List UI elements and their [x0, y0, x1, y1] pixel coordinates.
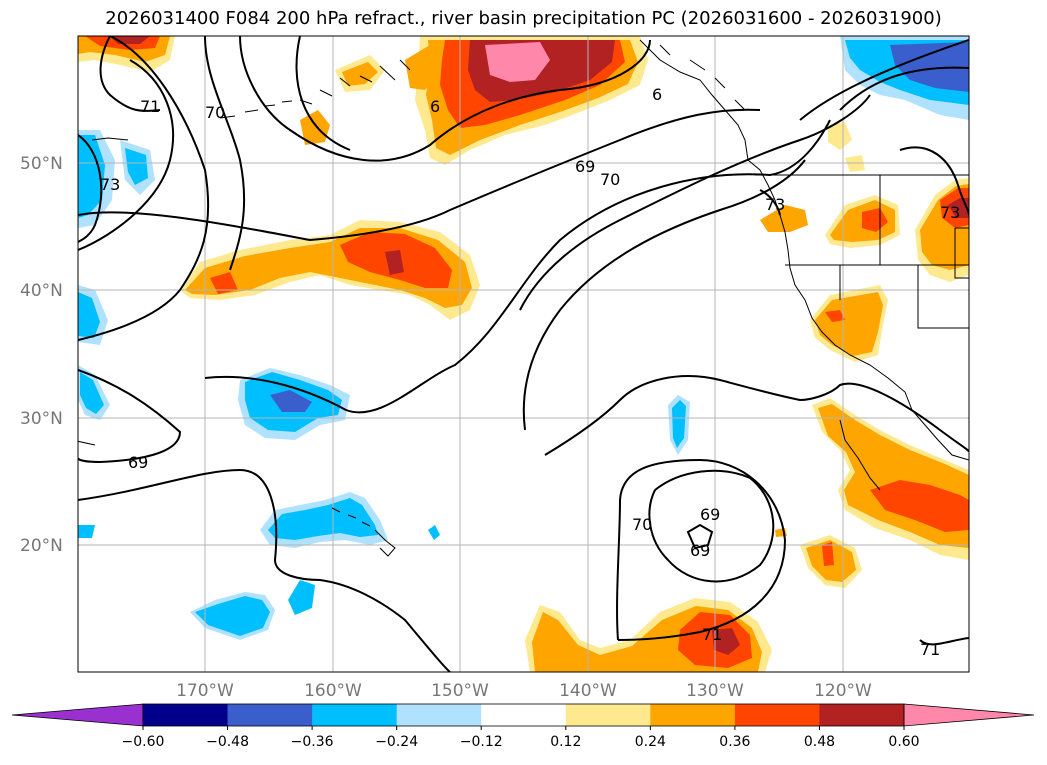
contour-label: 69 [690, 541, 710, 560]
fill-aleut-small [300, 110, 330, 145]
contour-label: 71 [140, 97, 160, 116]
fill-left-blue-40n-b [78, 292, 100, 338]
contour-label: 70 [600, 170, 620, 189]
fill-ca-coast-mid [815, 292, 883, 356]
lon-label: 130°W [686, 681, 744, 701]
colorbar-bin [312, 704, 398, 726]
fill-bc-coast [760, 205, 808, 232]
fill-blue-20n-small [428, 525, 440, 540]
colorbar-tick-label: 0.12 [550, 734, 581, 750]
colorbar-bin [819, 704, 905, 726]
fill-blue-32n-dark [270, 390, 312, 412]
lat-label: 50°N [20, 154, 63, 174]
colorbar-bin [143, 704, 229, 726]
contour-label: 69 [575, 157, 595, 176]
contour-label: 69 [128, 453, 148, 472]
fill-left-blue2b [125, 148, 148, 185]
colorbar-bin [650, 704, 736, 726]
colorbar: −0.60 −0.48 −0.36 −0.24 −0.12 0.12 0.24 0.36 0.4… [11, 703, 1035, 750]
contour-label: 71 [702, 625, 722, 644]
map-title: 2026031400 F084 200 hPa refract., river … [105, 8, 942, 29]
colorbar-border [142, 703, 905, 727]
contour-label: 70 [632, 515, 652, 534]
colorbar-bin [396, 704, 482, 726]
colorbar-bin [481, 704, 567, 726]
contour-label: 6 [652, 85, 662, 104]
lon-label: 120°W [814, 681, 872, 701]
fill-mexico-orange-strong [870, 480, 969, 532]
fill-mexico-small-strong [822, 542, 834, 566]
lat-label: 30°N [20, 409, 63, 429]
contour-label: 6 [430, 97, 440, 116]
contour-label: 73 [765, 195, 785, 214]
lat-labels: 50°N 40°N 30°N 20°N [20, 154, 63, 556]
colorbar-tick-label: −0.36 [291, 734, 334, 750]
refractivity-contours [78, 36, 969, 672]
colorbar-extend-min [11, 703, 144, 727]
gridlines [78, 36, 969, 672]
fill-left-blue-mid [78, 135, 105, 218]
fill-blue-21n-small [78, 525, 95, 538]
colorbar-extend-max [903, 703, 1035, 727]
colorbar-tick-label: −0.48 [206, 734, 249, 750]
coastlines [78, 39, 969, 557]
colorbar-bin [565, 704, 651, 726]
map-border [77, 35, 970, 673]
fill-gulf-alaska-max [485, 42, 550, 82]
fill-yellow-patches [828, 122, 852, 150]
fill-aleut-small3 [405, 45, 440, 90]
colorbar-bin [734, 704, 820, 726]
fill-blue-16n [288, 580, 315, 615]
fill-hawaii-blue-mid [268, 498, 378, 540]
contour-label: 73 [940, 203, 960, 222]
lon-labels: 170°W 160°W 150°W 140°W 130°W 120°W [176, 681, 872, 701]
colorbar-tick-label: 0.36 [719, 734, 750, 750]
fill-nevada-strong [862, 208, 888, 232]
fill-bottom-orange-dark [712, 628, 740, 655]
contour-label: 70 [205, 103, 225, 122]
colorbar-bin [227, 704, 313, 726]
colorbar-tick-label: −0.24 [375, 734, 418, 750]
precip-fills [78, 36, 969, 672]
contour-label: 71 [920, 640, 940, 659]
fill-mid-pacific-dark [385, 250, 404, 275]
fill-ca-coast-strong [825, 310, 845, 322]
fill-blue-15n-mid [195, 596, 270, 636]
lat-label: 20°N [20, 536, 63, 556]
lon-label: 160°W [304, 681, 362, 701]
fill-blue-30n-small-b [672, 400, 686, 448]
colorbar-tick-label: 0.48 [804, 734, 835, 750]
colorbar-tick-label: 0.24 [635, 734, 666, 750]
fill-left-blue-33n-b [80, 372, 104, 414]
fill-mid-pacific-small [210, 272, 238, 294]
contour-labels: 71 70 73 69 70 69 6 6 73 73 69 70 69 71 … [100, 85, 960, 659]
lat-label: 40°N [20, 281, 63, 301]
colorbar-tick-label: −0.12 [460, 734, 503, 750]
colorbar-tick-label: −0.60 [122, 734, 165, 750]
lon-label: 140°W [559, 681, 617, 701]
lon-label: 150°W [431, 681, 489, 701]
colorbar-tick-label: 0.60 [888, 734, 919, 750]
contour-label: 69 [700, 505, 720, 524]
contour-label: 73 [100, 175, 120, 194]
lon-label: 170°W [176, 681, 234, 701]
fill-top-right-blue-dark [890, 42, 969, 92]
